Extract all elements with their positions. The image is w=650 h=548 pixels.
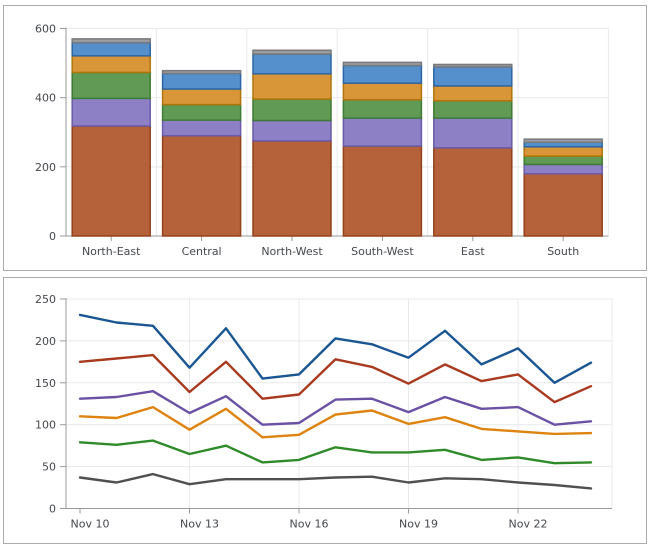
line-series-red[interactable] bbox=[78, 353, 593, 404]
bar-segment-purple[interactable] bbox=[161, 119, 242, 137]
category-label: North-East bbox=[82, 245, 141, 258]
stacked-bar-chart: 0 200 400 600 North-East Central North-West Sou… bbox=[35, 23, 609, 258]
bar-segment-green[interactable] bbox=[342, 98, 423, 119]
bar-segment-purple[interactable] bbox=[342, 117, 423, 147]
bar-segment-rust[interactable] bbox=[71, 125, 151, 237]
x-axis-label: Nov 13 bbox=[180, 518, 219, 531]
y-axis-label: 400 bbox=[35, 92, 56, 105]
bar-segment-blue[interactable] bbox=[342, 64, 423, 84]
y-axis-label: 150 bbox=[35, 377, 56, 390]
bar-segment-gray[interactable] bbox=[523, 138, 603, 144]
bar-segment-purple[interactable] bbox=[433, 117, 513, 149]
bar-segment-purple[interactable] bbox=[252, 119, 332, 142]
category-label: North-West bbox=[261, 245, 323, 258]
x-axis-label: Nov 19 bbox=[399, 518, 438, 531]
y-axis-label: 50 bbox=[42, 461, 56, 474]
category-label: East bbox=[461, 245, 485, 258]
bar-segment-gray[interactable] bbox=[252, 49, 332, 55]
bar-segment-purple[interactable] bbox=[523, 163, 603, 175]
bar-segment-blue[interactable] bbox=[252, 53, 332, 75]
y-axis-label: 200 bbox=[35, 335, 56, 348]
y-axis-label: 0 bbox=[49, 503, 56, 516]
line-series-purple[interactable] bbox=[78, 389, 593, 426]
line-series-orange[interactable] bbox=[78, 405, 593, 439]
bar-segment-orange[interactable] bbox=[71, 55, 151, 74]
y-axis-label: 200 bbox=[35, 161, 56, 174]
bar-segment-green[interactable] bbox=[161, 103, 242, 121]
bar-segment-orange[interactable] bbox=[523, 146, 603, 157]
y-axis-label: 100 bbox=[35, 419, 56, 432]
stacked-bar-chart-panel: 0 200 400 600 North-East Central North-West Sou… bbox=[3, 5, 647, 271]
bar-segment-rust[interactable] bbox=[433, 147, 513, 237]
category-label: Central bbox=[182, 245, 222, 258]
y-axis-label: 600 bbox=[35, 23, 56, 36]
category-label: South-West bbox=[351, 245, 414, 258]
x-axis-label: Nov 16 bbox=[290, 518, 329, 531]
x-axis-label: Nov 22 bbox=[509, 518, 548, 531]
bar-segment-blue[interactable] bbox=[71, 41, 151, 57]
bar-segment-orange[interactable] bbox=[161, 88, 242, 106]
bar-segment-rust[interactable] bbox=[252, 140, 332, 237]
bar-segment-orange[interactable] bbox=[342, 82, 423, 101]
bar-segment-gray[interactable] bbox=[71, 38, 151, 44]
x-axis-label: Nov 10 bbox=[71, 518, 110, 531]
y-axis-label: 250 bbox=[35, 293, 56, 306]
bar-segment-rust[interactable] bbox=[161, 134, 242, 237]
bar-segment-green[interactable] bbox=[71, 71, 151, 100]
bar-segment-rust[interactable] bbox=[523, 173, 603, 237]
bar-segment-gray[interactable] bbox=[161, 69, 242, 75]
line-chart-panel: 0 50 100 150 200 250 Nov 10 Nov 13 Nov 16 Nov 19 N… bbox=[3, 277, 647, 544]
category-label: South bbox=[547, 245, 579, 258]
bar-segment-blue[interactable] bbox=[433, 66, 513, 87]
bar-segment-purple[interactable] bbox=[71, 97, 151, 127]
bar-segment-orange[interactable] bbox=[433, 85, 513, 102]
y-axis-label: 0 bbox=[49, 230, 56, 243]
bar-segment-green[interactable] bbox=[523, 155, 603, 166]
line-series-green[interactable] bbox=[78, 439, 593, 465]
line-series-gray[interactable] bbox=[78, 472, 593, 490]
bar-segment-green[interactable] bbox=[433, 100, 513, 119]
bar-segment-gray[interactable] bbox=[342, 61, 423, 67]
line-series-blue[interactable] bbox=[78, 313, 593, 385]
line-chart: 0 50 100 150 200 250 Nov 10 Nov 13 Nov 16 Nov 19 N… bbox=[35, 293, 613, 531]
bar-segment-green[interactable] bbox=[252, 98, 332, 122]
bar-segment-blue[interactable] bbox=[161, 72, 242, 90]
bar-segment-rust[interactable] bbox=[342, 145, 423, 237]
bar-segment-gray[interactable] bbox=[433, 63, 513, 68]
bar-segment-orange[interactable] bbox=[252, 73, 332, 100]
